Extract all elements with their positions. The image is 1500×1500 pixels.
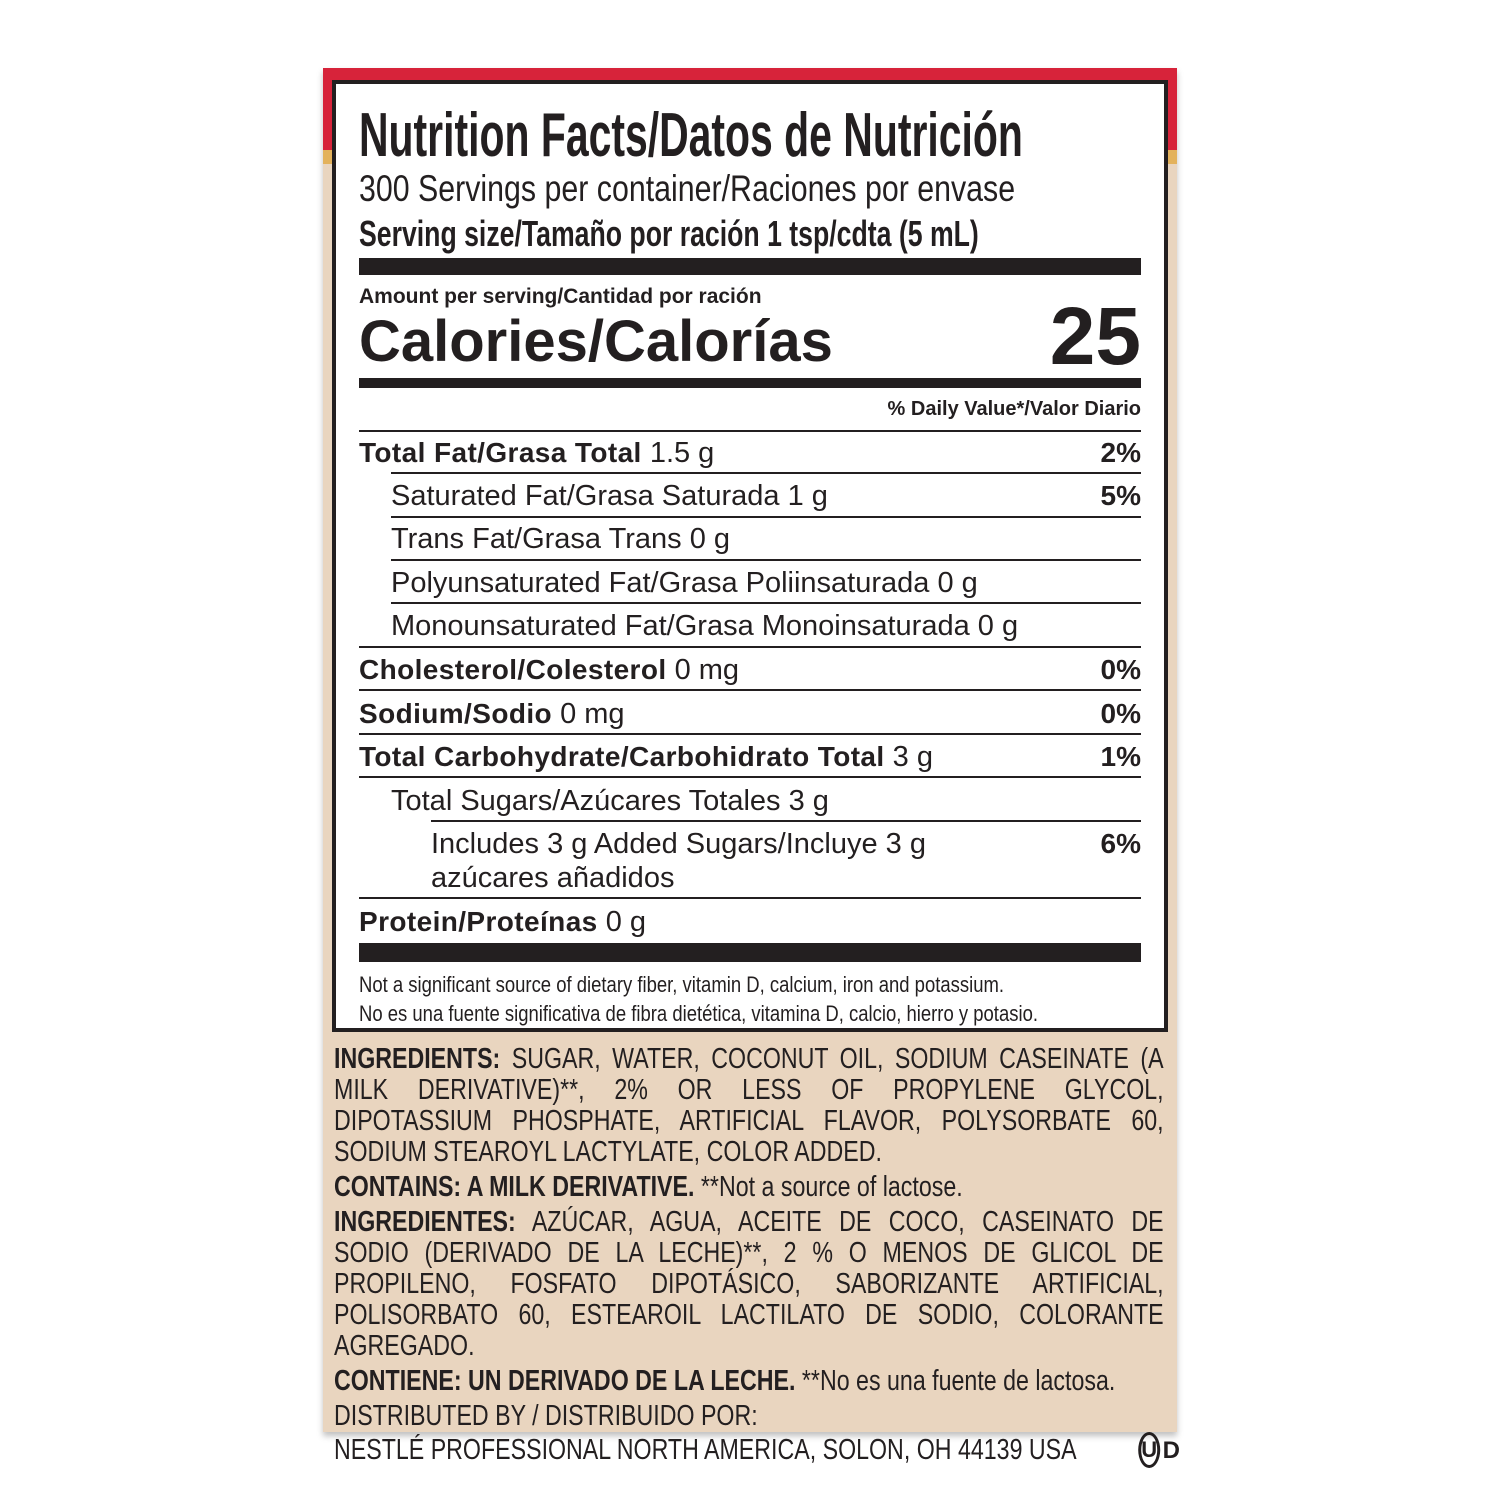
ingredients-section: INGREDIENTS: SUGAR, WATER, COCONUT OIL, … [334,1043,1180,1468]
nutrient-amount: 0 g [937,567,978,599]
row-divider [359,776,1141,778]
nutrient-daily-value: 0% [1094,653,1141,687]
nutrient-row: Total Carbohydrate/Carbohidrato Total 3 … [359,740,1141,774]
nutrient-daily-value: 0% [1094,697,1141,731]
nutrient-name: Cholesterol/Colesterol [359,654,667,685]
nutrient-name: Total Carbohydrate/Carbohidrato Total [359,741,885,772]
servings-per-container: 300 Servings per container/Raciones por … [359,168,1016,209]
contains-en: CONTAINS: A MILK DERIVATIVE. **Not a sou… [334,1171,963,1203]
nutrient-daily-value: 2% [1094,436,1141,470]
row-divider [391,516,1141,518]
row-divider [431,820,1141,822]
nutrient-amount: 0 mg [560,698,625,730]
nutrient-row: Saturated Fat/Grasa Saturada 1 g 5% [359,479,1141,513]
nutrient-row: Polyunsaturated Fat/Grasa Poliinsaturada… [359,566,1141,600]
row-divider [359,733,1141,735]
ingredients-en: INGREDIENTS: SUGAR, WATER, COCONUT OIL, … [334,1043,1164,1168]
nutrient-daily-value: 1% [1094,740,1141,774]
distributor-line: NESTLÉ PROFESSIONAL NORTH AMERICA, SOLON… [334,1432,1180,1468]
row-divider [391,472,1141,474]
nutrient-amount: 0 mg [674,654,740,686]
nutrient-name: Sodium/Sodio [359,698,553,729]
nutrient-amount: 0 g [977,610,1019,642]
nutrient-amount: 1.5 g [649,437,715,469]
nutrient-row: Cholesterol/Colesterol 0 mg 0% [359,653,1141,687]
nutrient-name: Trans Fat/Grasa Trans [391,523,682,555]
nutrient-amount: 3 g [892,741,933,773]
nutrient-name: Saturated Fat/Grasa Saturada [391,480,780,512]
footnote-en: Not a significant source of dietary fibe… [359,972,1005,997]
nutrient-name: Protein/Proteínas [359,906,598,937]
ingredients-es: INGREDIENTES: AZÚCAR, AGUA, ACEITE DE CO… [334,1206,1164,1362]
nutrient-row: Total Fat/Grasa Total 1.5 g 2% [359,436,1141,470]
distributor-address: NESTLÉ PROFESSIONAL NORTH AMERICA, SOLON… [334,1433,1077,1466]
nutrient-name: Total Sugars/Azúcares Totales [391,785,781,817]
nutrient-amount: 3 g [788,785,829,817]
calories-label: Calories/Calorías [359,309,833,374]
calories-value: 25 [1049,291,1141,382]
serving-size: Serving size/Tamaño por ración 1 tsp/cdt… [359,213,979,254]
nutrient-amount: azúcares añadidos [431,862,675,894]
row-divider [359,689,1141,691]
nutrient-amount: 0 g [689,523,731,555]
row-divider [359,430,1141,432]
row-divider [391,602,1141,604]
nutrient-row: Total Sugars/Azúcares Totales 3 g [359,784,1141,818]
footnote-es: No es una fuente significativa de fibra … [359,1001,1038,1026]
nutrient-row: Includes 3 g Added Sugars/Incluye 3 g azú… [359,827,1141,895]
distributed-by: DISTRIBUTED BY / DISTRIBUIDO POR: [334,1400,758,1432]
nutrient-amount: 1 g [787,480,828,512]
divider-thick [359,258,1141,275]
nutrient-daily-value: 5% [1094,479,1141,513]
row-divider [391,559,1141,561]
nutrient-daily-value: 6% [1094,827,1141,861]
kosher-dairy-icon: U [1138,1432,1161,1468]
nutrient-name: Total Fat/Grasa Total [359,437,642,468]
nutrient-row: Trans Fat/Grasa Trans 0 g [359,522,1141,556]
nutrient-name: Polyunsaturated Fat/Grasa Poliinsaturada [391,567,930,599]
divider-medium [359,378,1141,388]
row-divider [359,897,1141,899]
nutrient-name: Monounsaturated Fat/Grasa Monoinsaturada [391,610,970,642]
nutrient-name: Includes 3 g Added Sugars/Incluye 3 g [431,828,926,860]
amount-per-serving: Amount per serving/Cantidad por ración [359,285,762,308]
nutrient-row: Protein/Proteínas 0 g [359,905,1141,939]
contains-es: CONTIENE: UN DERIVADO DE LA LECHE. **No … [334,1365,1116,1397]
daily-value-header: % Daily Value*/Valor Diario [887,398,1141,420]
divider-thick [359,943,1141,962]
nutrient-row: Monounsaturated Fat/Grasa Monoinsaturada… [359,609,1141,643]
nutrient-amount: 0 g [605,906,647,938]
kosher-dairy-suffix: D [1162,1436,1181,1464]
nutrition-facts-label [332,80,1168,1032]
nutrient-row: Sodium/Sodio 0 mg 0% [359,697,1141,731]
row-divider [359,646,1141,648]
label-title: Nutrition Facts/Datos de Nutrición [359,101,1023,170]
